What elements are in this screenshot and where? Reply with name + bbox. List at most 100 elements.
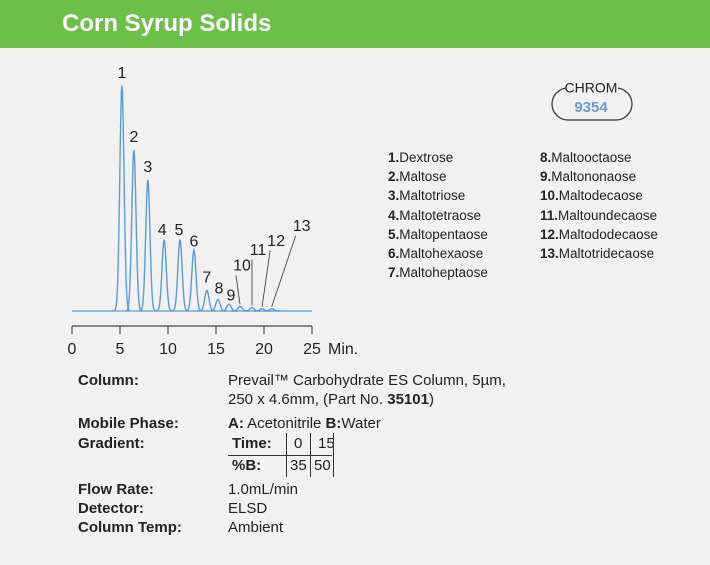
header: Corn Syrup Solids [0,0,710,48]
peak [263,307,281,312]
compound-name: Maltodecaose [558,188,643,204]
text: Acetonitrile [243,415,326,432]
text: ) [428,391,434,408]
compound-name: Maltooctaose [551,150,632,165]
compound-name: Maltose [399,169,447,185]
text: B: [325,415,342,432]
x-unit: Min. [328,341,358,358]
compound-name: Maltotridecaose [558,246,655,261]
compound: 1.Dextrose [388,150,453,165]
x-tick-label: 25 [303,341,321,358]
peak [185,247,203,312]
peak-leader [271,235,297,307]
panel [0,48,710,565]
peak-label: 11 [250,242,267,259]
compound: 9.Maltononaose [540,169,636,184]
x-tick-label: 15 [207,341,225,358]
condition-value: Ambient [228,519,284,536]
compound: 5.Maltopentaose [388,227,488,242]
compound-name: Maltopentaose [399,226,488,242]
text: Water [341,415,381,432]
peak-label: 6 [189,233,198,250]
gradient-row-label: Time: [232,435,272,452]
gradient-row-label: %B: [232,457,262,474]
condition-value: Prevail™ Carbohydrate ES Column, 5µm, [228,372,506,389]
gradient-time: 15 [318,435,335,452]
peak-label: 12 [267,233,285,250]
compound-number: 3. [388,188,400,204]
peak-label: 1 [117,65,126,82]
peak-label: 9 [227,287,236,304]
compound: 6.Maltohexaose [388,246,483,261]
table-divider [310,433,311,477]
x-tick-label: 10 [159,341,177,358]
part-number: 35101 [387,391,429,408]
badge-number: 9354 [574,99,608,116]
table-rule [228,455,332,456]
peak [125,149,143,312]
compound-number: 8. [540,150,552,165]
compound: 2.Maltose [388,169,447,184]
peak-label: 3 [143,159,152,176]
compound-number: 4. [388,207,400,223]
compound-number: 2. [388,169,400,185]
badge-label: CHROM [565,80,618,96]
compound-name: Maltododecaose [558,226,658,242]
table-divider [333,433,334,477]
compound-number: 5. [388,226,400,242]
compound: 7.Maltoheptaose [388,265,488,280]
peak-label: 10 [233,258,251,275]
compound: 3.Maltotriose [388,188,465,203]
compound: 4.Maltotetraose [388,208,481,223]
compound-name: Maltotetraose [399,207,482,223]
compound-number: 9. [540,169,552,185]
condition-label: Detector: [78,500,144,517]
condition-value: 250 x 4.6mm, (Part No. 35101) [228,391,434,409]
compound-name: Maltononaose [551,169,637,185]
table-divider [286,433,287,477]
peak-label: 7 [202,270,211,287]
compound-number: 11. [540,207,559,223]
peak-label: 13 [293,218,311,235]
compound: 8.Maltooctaose [540,150,632,165]
compound-number: 6. [388,246,400,261]
condition-label: Flow Rate: [78,481,154,498]
gradient-b: 50 [314,457,331,474]
compound-name: Maltoundecaose [558,207,658,223]
peak-label: 5 [175,222,184,239]
compound-number: 13. [540,246,559,261]
condition-value: A: Acetonitrile B:Water [228,415,381,433]
text: 250 x 4.6mm, (Part No. [228,391,388,408]
x-tick-label: 20 [255,341,273,358]
peak-leader [235,275,241,305]
condition-label: Mobile Phase: [78,415,179,432]
condition-label: Gradient: [78,435,145,452]
x-tick-label: 5 [116,341,125,358]
compound-number: 12. [540,226,559,242]
peak-label: 4 [158,222,167,239]
x-tick-label: 0 [68,341,77,358]
compound: 11.Maltoundecaose [540,208,657,223]
compound-number: 7. [388,265,400,281]
compound: 12.Maltododecaose [540,227,658,242]
gradient-b: 35 [290,457,307,474]
title: Corn Syrup Solids [62,10,272,37]
peak [139,179,157,312]
gradient-time: 0 [294,435,303,452]
peak [113,85,131,312]
condition-label: Column: [78,372,139,389]
condition-value: 1.0mL/min [228,481,299,498]
compound-name: Maltoheptaose [399,265,488,281]
peak [171,239,189,312]
compound-number: 1. [388,150,400,165]
compound-name: Maltohexaose [399,246,484,261]
compound: 13.Maltotridecaose [540,246,654,261]
compound-name: Dextrose [399,150,454,165]
compound-number: 10. [540,188,559,204]
badge-gap [566,82,618,94]
compound: 10.Maltodecaose [540,188,643,203]
peak-label: 8 [214,281,223,298]
condition-label: Column Temp: [78,519,182,536]
